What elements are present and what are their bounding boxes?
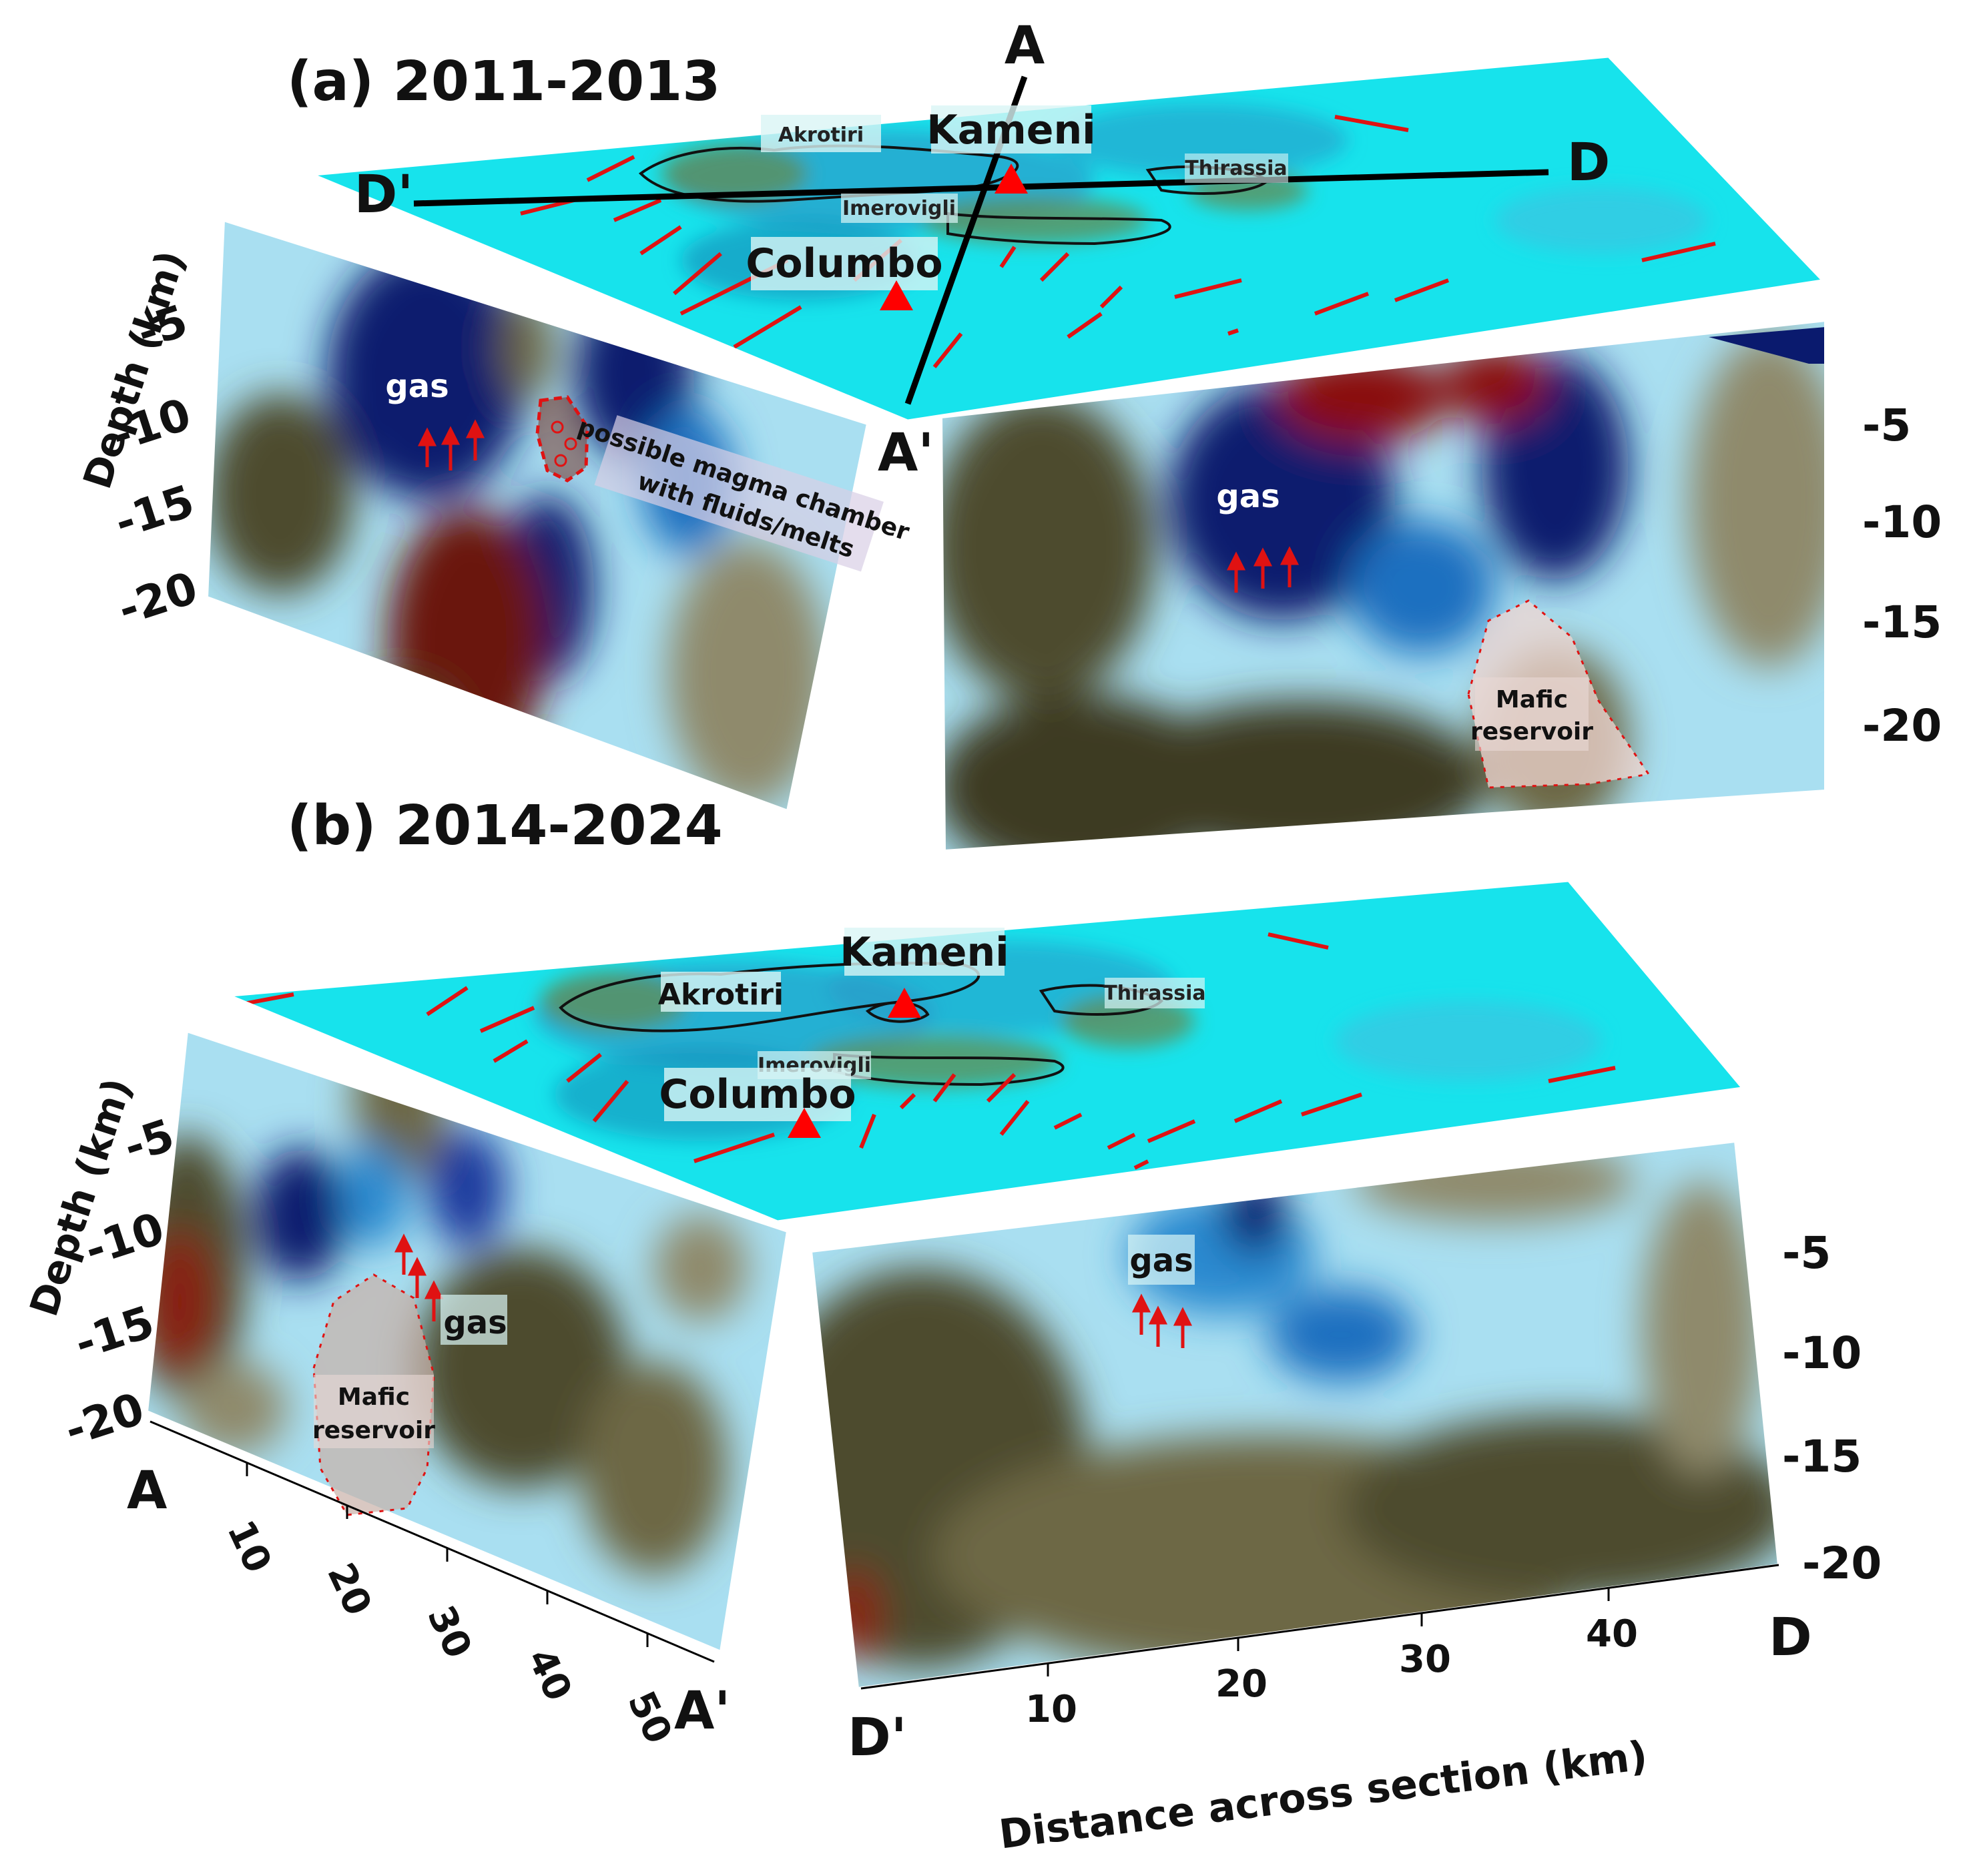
columbo-volcano-icon: [880, 280, 913, 310]
place-kameni: Kameni: [840, 929, 1009, 976]
distance-tick: 30: [418, 1599, 480, 1664]
reservoir-line-1: Mafic: [338, 1383, 410, 1411]
distance-tick: 30: [1399, 1638, 1451, 1681]
place-columbo: Columbo: [746, 240, 942, 287]
gas-arrows: [417, 419, 485, 471]
panel-a-map: A A' D D' Akrotiri Kameni Imerovigli Thi…: [313, 16, 1825, 422]
depth-tick: -10: [1782, 1327, 1862, 1379]
distance-tick: 50: [619, 1684, 680, 1750]
faults: [240, 932, 1616, 1170]
section-end-D-prime: D': [354, 165, 414, 225]
gas-label: gas: [1216, 478, 1280, 515]
depth-tick: -20: [112, 562, 204, 635]
panel-b-dd-depth-axis: -5 -10 -15 -20: [1782, 1227, 1882, 1589]
distance-axis-label: Distance across section (km): [997, 1733, 1650, 1859]
gas-label: gas: [1129, 1242, 1193, 1279]
panel-b-map: Akrotiri Kameni Thirassia Imerovigli Col…: [230, 880, 1744, 1223]
depth-tick: -20: [1802, 1538, 1882, 1589]
gas-arrows: [1226, 546, 1300, 593]
distance-tick: 20: [1215, 1662, 1267, 1706]
place-thirassia: Thirassia: [1185, 157, 1287, 180]
place-imerovigli: Imerovigli: [842, 197, 956, 220]
distance-tick: 40: [519, 1642, 580, 1707]
gas-label: gas: [443, 1304, 507, 1341]
kameni-volcano-icon: [888, 988, 921, 1018]
panel-b-section-dd: gas -5 -10 -15 -20 10 20 30 40 Distance …: [809, 1139, 1882, 1859]
section-end-D: D: [1769, 1608, 1812, 1668]
depth-tick: -15: [69, 1296, 160, 1369]
distance-tick: 40: [1586, 1612, 1638, 1656]
depth-tick: -15: [109, 475, 200, 549]
reservoir-line-1: Mafic: [1496, 686, 1568, 713]
panel-a-section-dd: A' -5 -10 -15 -20 gas Mafic reservoir: [878, 318, 1942, 853]
distance-tick: 10: [218, 1514, 280, 1579]
section-end-A-prime: A': [674, 1681, 730, 1741]
depth-tick: -5: [1862, 400, 1911, 451]
panel-a-aa-depth-axis: -5 -10 -15 -20 Depth (km): [74, 245, 204, 635]
section-end-A: A: [127, 1461, 167, 1521]
depth-tick: -15: [1782, 1431, 1862, 1482]
place-labels: Akrotiri Kameni Thirassia Imerovigli Col…: [658, 928, 1206, 1121]
columbo-volcano-icon: [788, 1108, 821, 1138]
reservoir-line-2: reservoir: [1470, 718, 1593, 745]
depth-tick: -5: [1782, 1227, 1831, 1279]
panel-b-title: (b) 2014-2024: [287, 794, 723, 858]
place-thirassia: Thirassia: [1103, 982, 1205, 1005]
place-akrotiri: Akrotiri: [778, 123, 864, 147]
place-kameni: Kameni: [926, 107, 1095, 153]
gas-label: gas: [385, 368, 449, 405]
distance-tick: 10: [1025, 1688, 1077, 1731]
section-end-A: A: [1005, 16, 1045, 76]
mafic-reservoir-marker: Mafic reservoir: [1467, 599, 1651, 789]
depth-tick: -20: [59, 1383, 150, 1456]
section-end-D: D: [1567, 133, 1611, 193]
distance-tick: 20: [318, 1556, 380, 1622]
depth-tick: -10: [1862, 497, 1942, 548]
kameni-volcano-icon: [995, 164, 1028, 194]
panel-a-title: (a) 2011-2013: [287, 50, 720, 113]
place-labels: Akrotiri Kameni Imerovigli Thirassia Col…: [746, 105, 1288, 290]
section-end-label: A': [878, 423, 934, 483]
magma-chamber-marker: [535, 395, 589, 483]
gas-arrows: [1131, 1293, 1193, 1348]
gas-arrows: [394, 1233, 444, 1321]
depth-axis-label: Depth (km): [21, 1072, 140, 1321]
mafic-reservoir-marker: Mafic reservoir: [312, 1273, 435, 1516]
reservoir-line-2: reservoir: [312, 1417, 435, 1444]
section-end-D-prime: D': [848, 1708, 907, 1768]
place-akrotiri: Akrotiri: [658, 978, 784, 1012]
place-columbo: Columbo: [659, 1071, 856, 1118]
depth-tick: -15: [1862, 597, 1942, 648]
depth-tick: -20: [1862, 700, 1942, 751]
